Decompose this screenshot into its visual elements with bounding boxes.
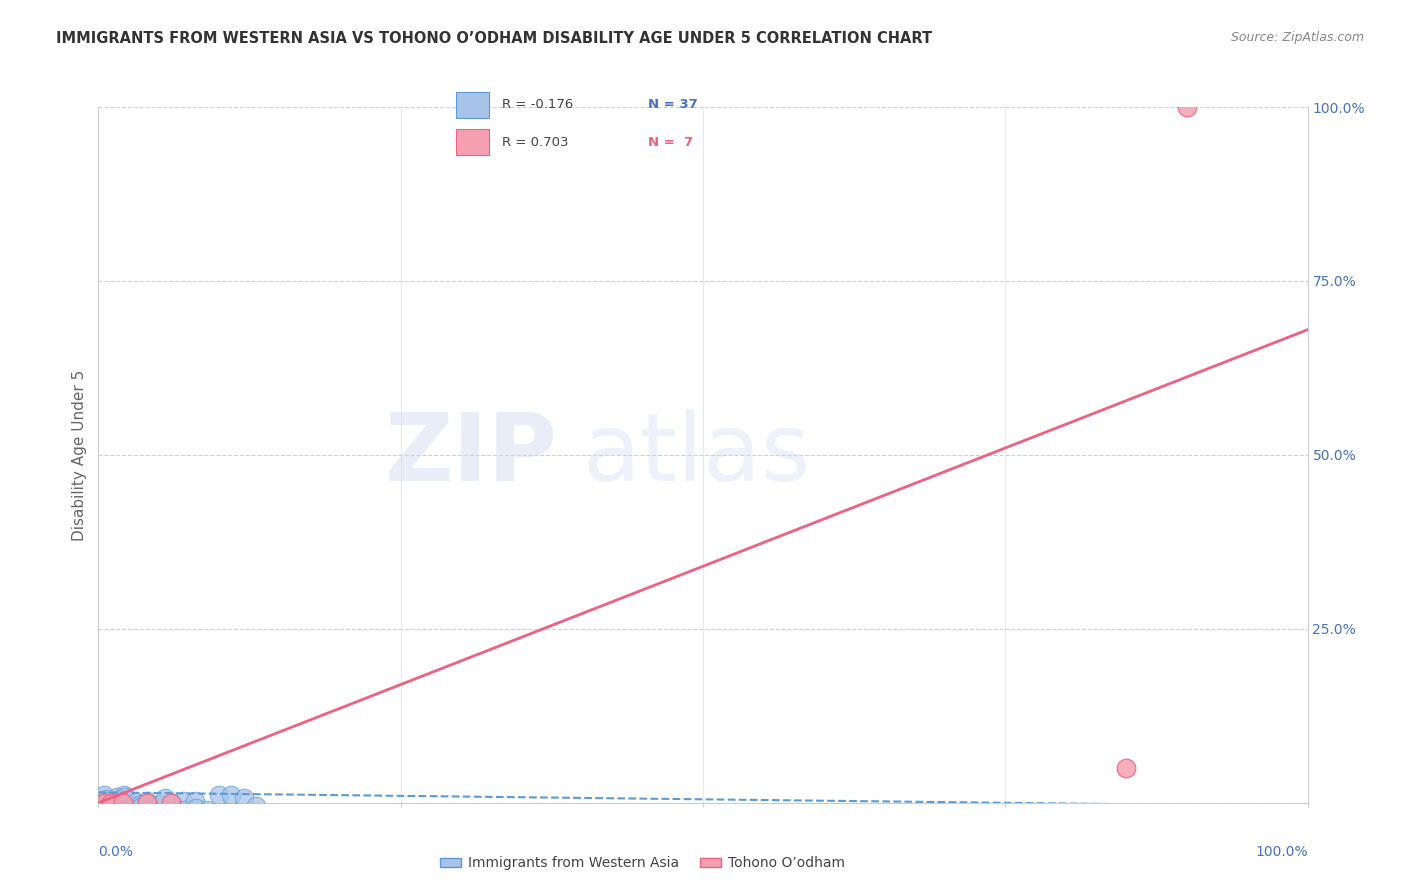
Point [1115, 761, 1137, 775]
Point [172, 794, 194, 808]
Text: N =  7: N = 7 [648, 136, 693, 149]
Point [184, 794, 207, 808]
Point [118, 800, 141, 814]
Point [135, 796, 157, 810]
Text: N = 37: N = 37 [648, 98, 697, 112]
Y-axis label: Disability Age Under 5: Disability Age Under 5 [72, 369, 87, 541]
Text: atlas: atlas [582, 409, 810, 501]
Point [93, 796, 115, 810]
Point [112, 788, 135, 802]
Point [208, 789, 231, 803]
Point [195, 803, 218, 817]
Point [129, 797, 152, 811]
Text: 0.0%: 0.0% [98, 845, 134, 858]
Point [221, 788, 243, 802]
Point [124, 799, 146, 814]
Point [232, 790, 254, 805]
Point [131, 799, 153, 814]
Point [245, 799, 267, 814]
Point [118, 801, 141, 815]
Point [173, 803, 195, 817]
Point [94, 792, 117, 806]
Point [148, 798, 170, 813]
Text: IMMIGRANTS FROM WESTERN ASIA VS TOHONO O’ODHAM DISABILITY AGE UNDER 5 CORRELATIO: IMMIGRANTS FROM WESTERN ASIA VS TOHONO O… [56, 31, 932, 46]
Point [100, 801, 122, 815]
Point [108, 792, 131, 806]
Point [100, 801, 122, 815]
Point [105, 789, 128, 804]
Point [91, 797, 114, 812]
Point [142, 799, 165, 814]
FancyBboxPatch shape [456, 92, 489, 118]
FancyBboxPatch shape [456, 129, 489, 155]
Point [100, 796, 122, 810]
Point [186, 801, 208, 815]
Text: R = 0.703: R = 0.703 [502, 136, 569, 149]
Point [101, 803, 124, 817]
Text: R = -0.176: R = -0.176 [502, 98, 574, 112]
Text: ZIP: ZIP [385, 409, 558, 501]
Point [107, 794, 129, 808]
Point [97, 794, 120, 808]
Text: Source: ZipAtlas.com: Source: ZipAtlas.com [1230, 31, 1364, 45]
Point [93, 789, 115, 803]
Point [153, 791, 176, 805]
Point [149, 797, 172, 811]
Legend: Immigrants from Western Asia, Tohono O’odham: Immigrants from Western Asia, Tohono O’o… [434, 851, 851, 876]
Point [121, 801, 143, 815]
Point [160, 801, 183, 815]
Point [1175, 100, 1198, 114]
Point [111, 804, 134, 818]
Point [125, 796, 148, 810]
Point [160, 796, 183, 810]
Text: 100.0%: 100.0% [1256, 845, 1308, 858]
Point [135, 794, 157, 808]
Point [111, 796, 134, 810]
Point [136, 802, 159, 816]
Point [160, 796, 183, 810]
Point [114, 790, 136, 805]
